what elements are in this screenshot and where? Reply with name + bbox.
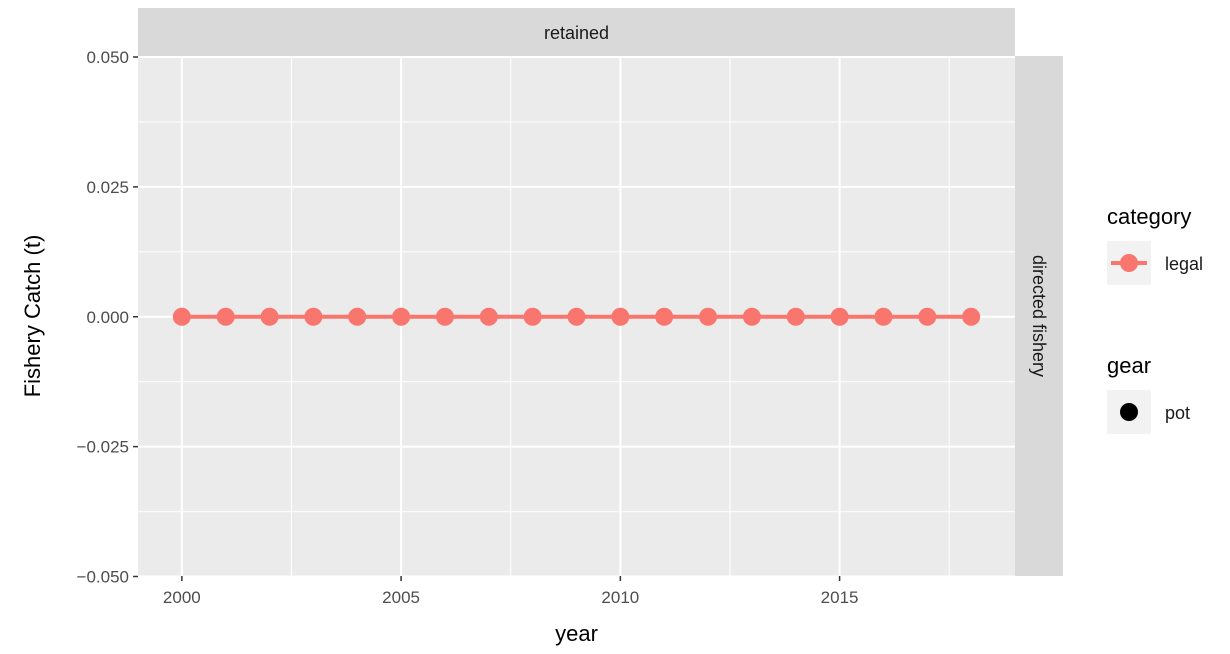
data-point (172, 307, 191, 326)
data-point (435, 307, 454, 326)
legend-gear-item-label: pot (1165, 403, 1190, 423)
legend-gear: gear pot (1107, 353, 1190, 434)
data-point (348, 307, 367, 326)
facet-strip-right (1015, 56, 1063, 576)
data-point (260, 307, 279, 326)
data-point (830, 307, 849, 326)
data-point (611, 307, 630, 326)
data-point (786, 307, 805, 326)
facet-strip-top-label: retained (544, 23, 609, 43)
y-tick-label: 0.025 (86, 178, 129, 197)
x-axis-title: year (555, 621, 598, 646)
legend-category-key-point (1120, 254, 1138, 272)
data-point (479, 307, 498, 326)
legend-category: category legal (1107, 204, 1203, 285)
facet-strip-right-label: directed fishery (1029, 255, 1049, 377)
y-tick-label: 0.000 (86, 308, 129, 327)
data-point (918, 307, 937, 326)
x-tick-label: 2015 (821, 588, 859, 607)
data-point (874, 307, 893, 326)
y-axis-title: Fishery Catch (t) (20, 235, 45, 398)
x-tick-label: 2005 (382, 588, 420, 607)
data-point (699, 307, 718, 326)
y-tick-label: −0.025 (77, 438, 129, 457)
data-point (655, 307, 674, 326)
legend-gear-key-point (1120, 403, 1138, 421)
y-axis: −0.050 −0.025 0.000 0.025 0.050 (77, 48, 138, 587)
facet-strip-top (138, 8, 1015, 56)
data-point (392, 307, 411, 326)
data-point (304, 307, 323, 326)
series-layer (172, 307, 981, 326)
data-point (523, 307, 542, 326)
y-tick-label: −0.050 (77, 568, 129, 587)
x-tick-label: 2010 (601, 588, 639, 607)
data-point (567, 307, 586, 326)
x-axis: 2000 2005 2010 2015 (163, 576, 859, 607)
legend-category-title: category (1107, 204, 1191, 229)
y-tick-label: 0.050 (86, 48, 129, 67)
legend-gear-title: gear (1107, 353, 1151, 378)
data-point (742, 307, 761, 326)
data-point (962, 307, 981, 326)
x-tick-label: 2000 (163, 588, 201, 607)
data-point (216, 307, 235, 326)
legend-category-item-label: legal (1165, 254, 1203, 274)
